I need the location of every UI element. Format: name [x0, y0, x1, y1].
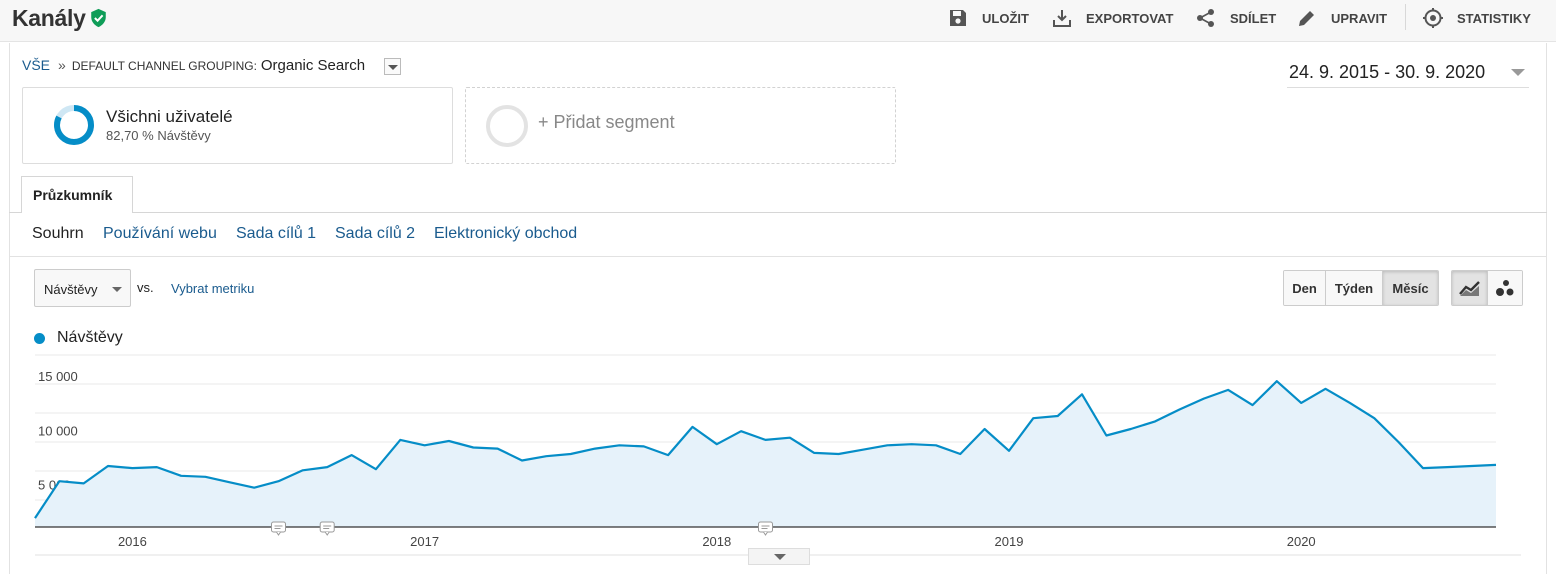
save-icon [950, 10, 966, 26]
insights-label: STATISTIKY [1457, 10, 1531, 26]
edit-icon [1299, 11, 1314, 26]
breadcrumb-root[interactable]: VŠE [22, 57, 51, 73]
export-label: EXPORTOVAT [1086, 10, 1174, 26]
share-icon [1197, 9, 1214, 27]
export-button[interactable]: EXPORTOVAT [1052, 9, 1173, 27]
date-range-text: 24. 9. 2015 - 30. 9. 2020 [1289, 62, 1486, 82]
breadcrumb: VŠE » DEFAULT CHANNEL GROUPING: Organic Se… [22, 57, 365, 74]
export-icon [1053, 10, 1071, 27]
motion-chart-icon [1496, 280, 1514, 296]
save-button[interactable]: ULOŽIT [948, 9, 1029, 27]
segment-title: Všichni uživatelé [106, 107, 233, 126]
segment-all-users[interactable]: Všichni uživatelé 82,70 % Návštěvy [22, 87, 453, 164]
legend-swatch [34, 333, 45, 344]
add-segment-ring-icon [486, 105, 528, 147]
motion-chart-button[interactable] [1488, 271, 1522, 305]
breadcrumb-dropdown-button[interactable] [384, 58, 401, 75]
verified-shield-icon [91, 8, 106, 28]
granularity-week-button[interactable]: Týden [1326, 271, 1383, 305]
tab-explorer[interactable]: Průzkumník [21, 176, 133, 213]
add-segment-label: + Přidat segment [538, 112, 675, 132]
subtab-ecommerce[interactable]: Elektronický obchod [434, 225, 578, 242]
page-title: Kanály [12, 5, 86, 31]
save-label: ULOŽIT [982, 10, 1029, 26]
breadcrumb-dimension: DEFAULT CHANNEL GROUPING: [71, 59, 257, 73]
tabs-divider [9, 212, 1547, 213]
add-segment-button[interactable]: + Přidat segment [465, 87, 896, 164]
insights-icon [1423, 8, 1443, 28]
report-panel [9, 43, 1547, 574]
line-chart-icon [1458, 281, 1480, 296]
chart-expand-handle[interactable] [748, 548, 810, 565]
report-header: Kanály ULOŽIT EXPORTOVAT SDÍLET UPRAVIT … [0, 0, 1556, 42]
subtab-site-usage[interactable]: Používání webu [103, 225, 217, 242]
metric-select[interactable]: Návštěvy [34, 269, 131, 307]
segment-donut-icon [54, 105, 94, 145]
breadcrumb-value: Organic Search [260, 57, 366, 74]
subtabs-divider [9, 256, 1547, 257]
pick-metric-link[interactable]: Vybrat metriku [171, 281, 255, 296]
date-range-picker[interactable]: 24. 9. 2015 - 30. 9. 2020 [1287, 60, 1529, 88]
granularity-day-button[interactable]: Den [1284, 271, 1326, 305]
share-label: SDÍLET [1230, 10, 1277, 26]
granularity-toggle: Den Týden Měsíc [1283, 270, 1439, 306]
toolbar-divider [1405, 4, 1406, 30]
insights-button[interactable]: STATISTIKY [1423, 8, 1531, 28]
subtab-goal-set-1[interactable]: Sada cílů 1 [236, 225, 317, 242]
edit-button[interactable]: UPRAVIT [1297, 9, 1387, 27]
segment-subtitle: 82,70 % Návštěvy [106, 128, 211, 143]
breadcrumb-separator: » [58, 57, 66, 73]
subtab-goal-set-2[interactable]: Sada cílů 2 [335, 225, 416, 242]
line-chart-button[interactable] [1452, 271, 1488, 305]
edit-label: UPRAVIT [1331, 10, 1388, 26]
legend-label: Návštěvy [57, 329, 123, 346]
vs-label: vs. [137, 280, 154, 295]
granularity-month-button[interactable]: Měsíc [1383, 271, 1438, 305]
share-button[interactable]: SDÍLET [1196, 9, 1276, 27]
subtab-summary[interactable]: Souhrn [32, 225, 84, 242]
chart-mode-toggle [1451, 270, 1523, 306]
